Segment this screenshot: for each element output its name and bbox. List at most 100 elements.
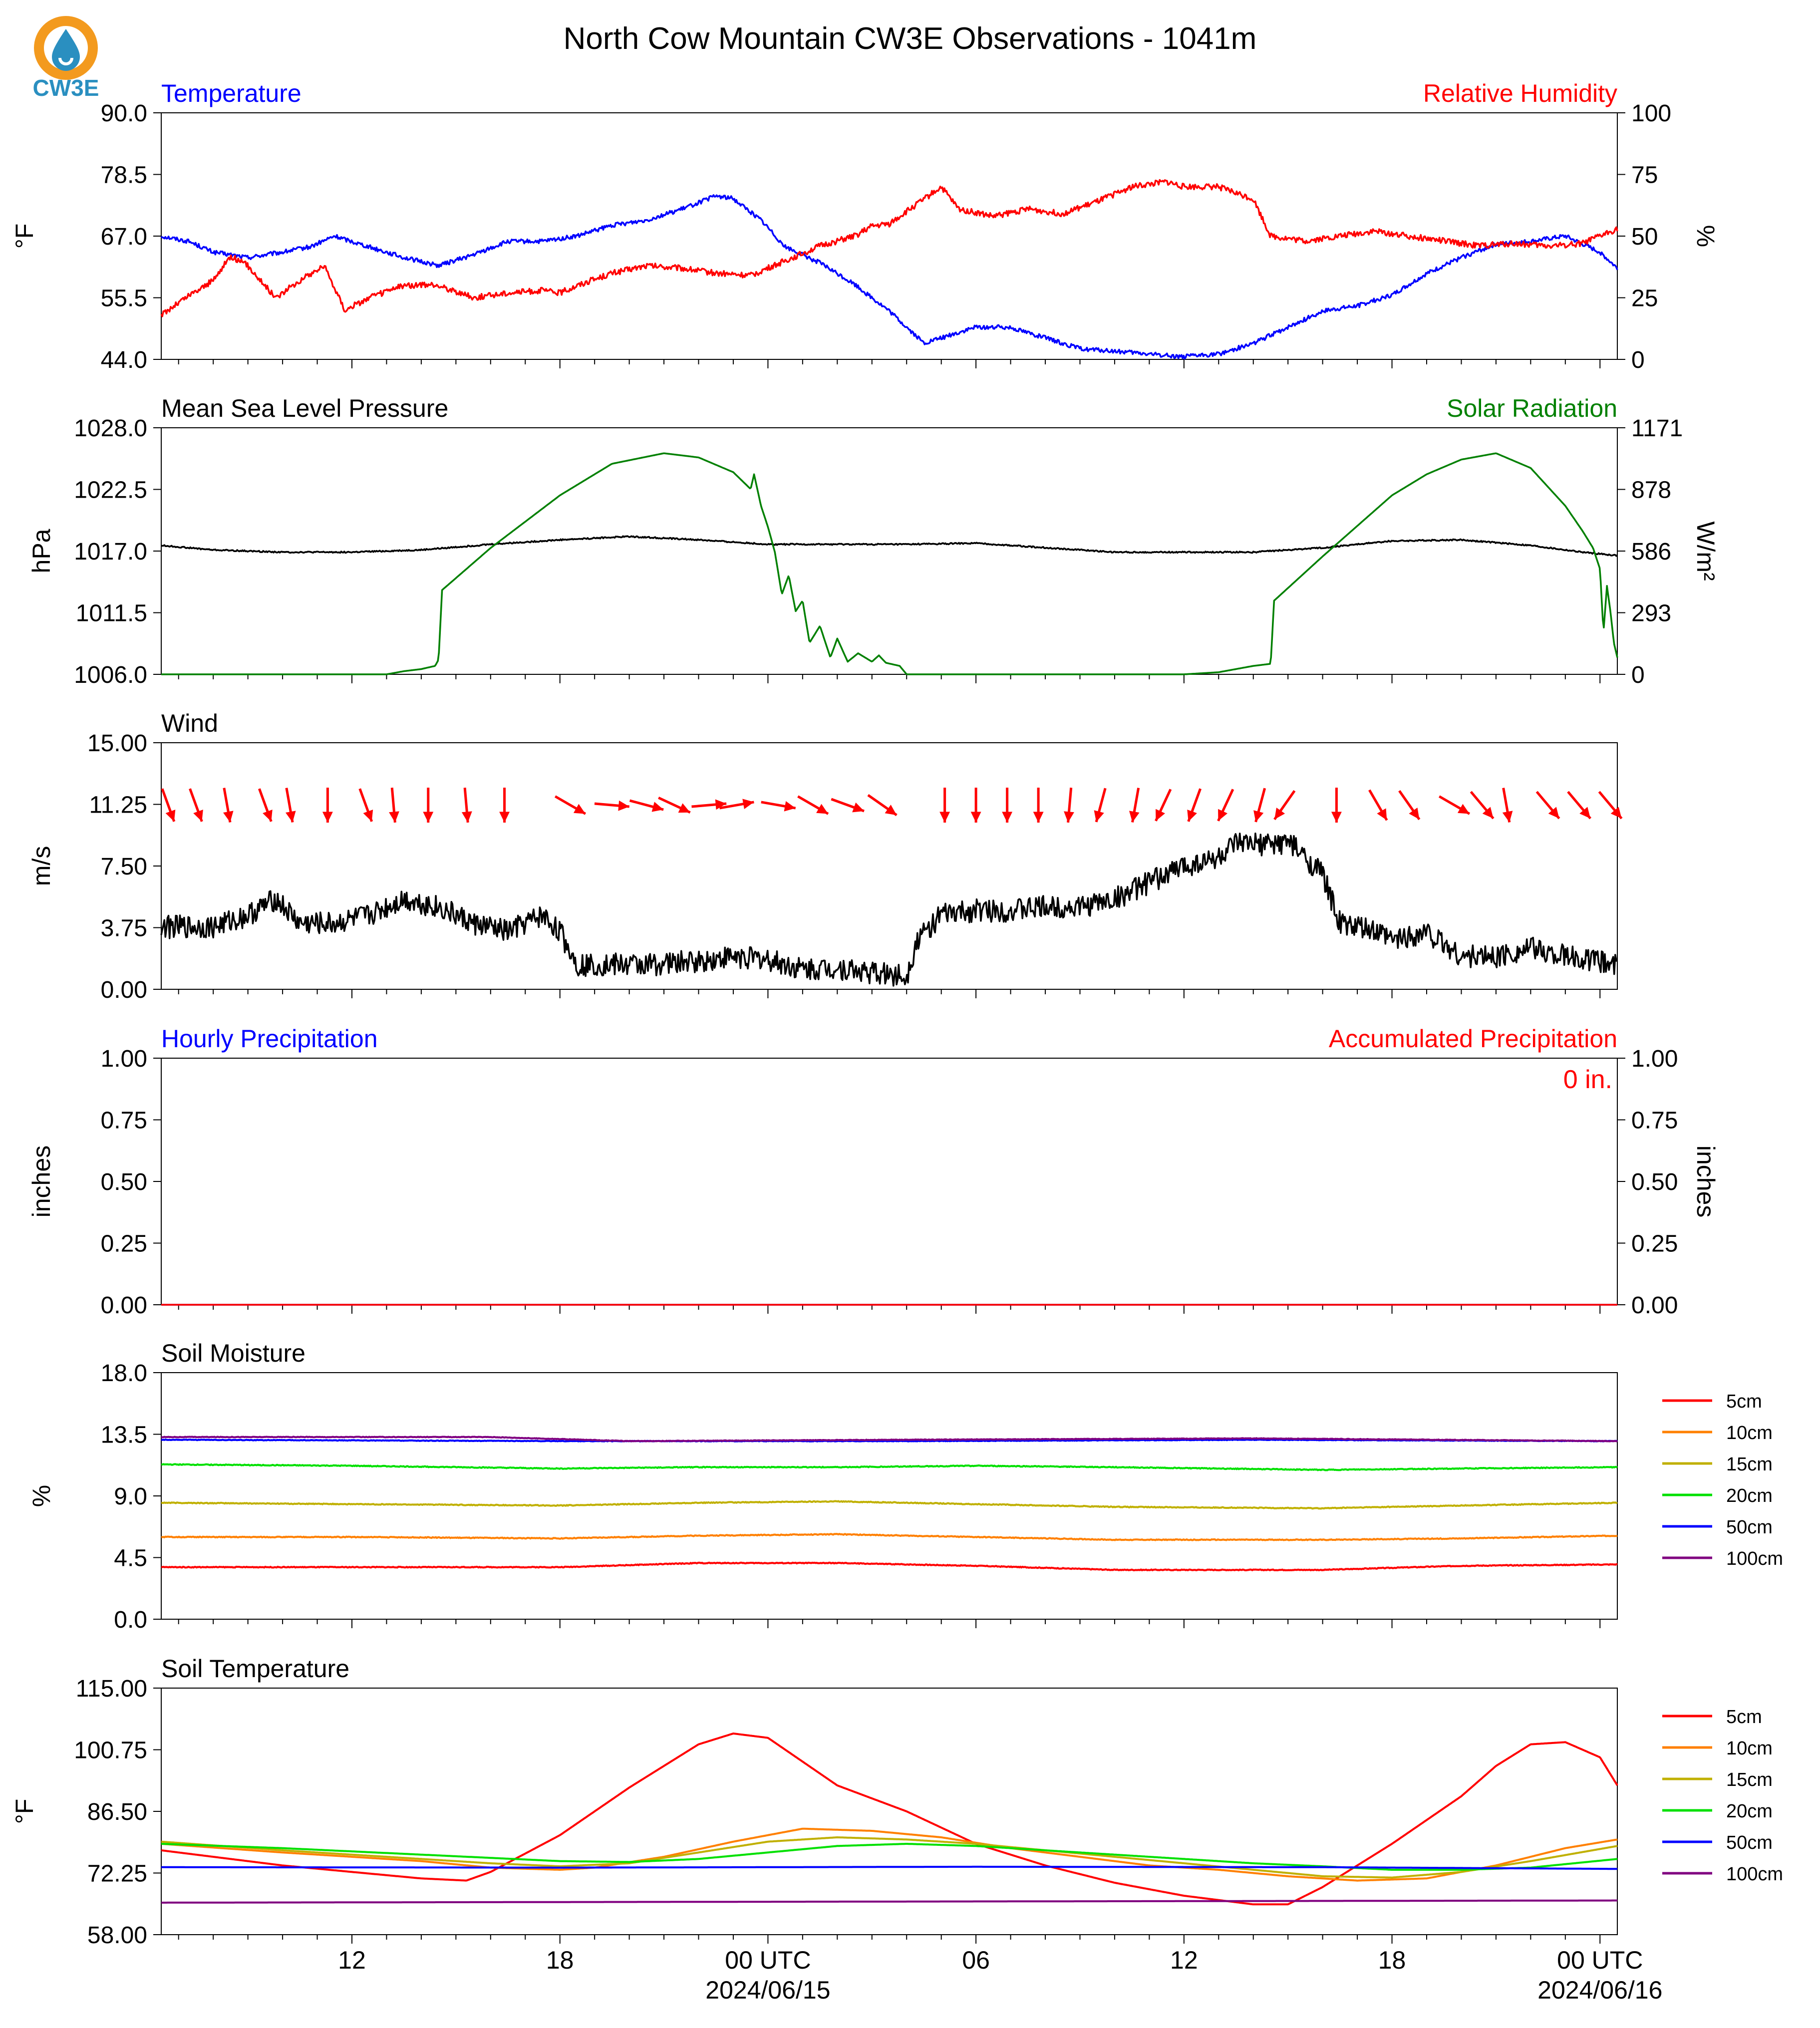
wind-arrow-head <box>1187 810 1197 822</box>
y-axis-label: °F <box>10 224 38 249</box>
legend-label: 5cm <box>1726 1707 1762 1728</box>
legend-label: 20cm <box>1726 1485 1773 1506</box>
wind-arrow <box>658 796 691 814</box>
wind-arrow-head <box>651 802 664 812</box>
y-tick-label: 44.0 <box>101 347 147 373</box>
y2-tick-label: 25 <box>1631 286 1658 312</box>
wind-arrow <box>594 800 629 811</box>
y2-tick-label: 586 <box>1631 539 1671 565</box>
y2-axis-label: inches <box>1692 1146 1720 1218</box>
wind-arrow-head <box>363 810 373 822</box>
wind-arrow <box>358 788 373 822</box>
series-line-100cm <box>161 1436 1618 1443</box>
y2-tick-label: 1.00 <box>1631 1046 1678 1072</box>
y2-tick-label: 878 <box>1631 477 1671 504</box>
legend-label: 100cm <box>1726 1864 1783 1885</box>
wind-arrow-head <box>715 799 727 810</box>
legend-label: 10cm <box>1726 1423 1773 1444</box>
wind-arrow-head <box>1502 811 1513 823</box>
x-tick-label: 12 <box>1170 1946 1198 1974</box>
series-line-0 <box>161 535 1618 557</box>
y-tick-label: 18.0 <box>101 1360 147 1387</box>
wind-arrow-head <box>573 804 586 814</box>
wind-arrow <box>797 795 829 815</box>
wind-arrow-head <box>1548 807 1559 819</box>
series-line-50cm <box>161 1865 1617 1870</box>
y-tick-label: 0.0 <box>114 1607 147 1633</box>
x-date-label: 2024/06/16 <box>1537 1976 1662 2004</box>
wind-arrow-head <box>193 810 203 822</box>
wind-arrow <box>1398 790 1421 821</box>
x-tick-label: 12 <box>338 1946 366 1974</box>
wind-arrow <box>1129 788 1140 823</box>
x-tick-label: 00 UTC <box>725 1946 811 1974</box>
wind-arrow-head <box>885 805 897 816</box>
wind-arrow <box>1064 787 1074 823</box>
y-tick-label: 58.00 <box>87 1922 147 1949</box>
wind-arrow-head <box>1002 812 1013 823</box>
y2-tick-label: 0.50 <box>1631 1169 1678 1195</box>
wind-arrow-head <box>1579 807 1591 819</box>
y-tick-label: 115.00 <box>76 1676 147 1702</box>
panel-wind: Wind 0.00 3.75 7.50 11.25 15.00 m/s <box>27 709 1623 1003</box>
y2-tick-label: 50 <box>1631 224 1658 250</box>
y2-axis-label: % <box>1692 225 1720 247</box>
logo-wave-icon <box>58 57 73 65</box>
wind-arrow-head <box>165 810 176 822</box>
y-axis-label: hPa <box>27 529 55 573</box>
legend-label: 15cm <box>1726 1454 1773 1475</box>
panel-title-left: Temperature <box>161 79 302 107</box>
wind-arrow-head <box>742 799 754 809</box>
y-tick-label: 11.25 <box>89 792 147 819</box>
wind-arrow <box>1502 788 1513 823</box>
y-tick-label: 0.00 <box>101 1292 147 1319</box>
y2-tick-label: 1171 <box>1631 415 1683 442</box>
cw3e-logo: CW3E <box>33 16 99 101</box>
y-tick-label: 15.00 <box>87 730 147 757</box>
series-line-100cm <box>161 1899 1617 1904</box>
wind-arrow-head <box>1457 804 1470 814</box>
panel-soil_moisture: Soil Moisture 0.0 4.5 9.0 13.5 18.0% 5cm 10cm 15… <box>27 1339 1783 1633</box>
wind-arrow <box>1439 795 1471 815</box>
panel-title-right: Relative Humidity <box>1423 79 1617 107</box>
panel-title-left: Soil Temperature <box>161 1655 349 1683</box>
wind-arrow <box>1598 791 1623 820</box>
wind-arrow <box>1002 788 1013 823</box>
wind-arrow <box>761 801 796 812</box>
wind-arrow-head <box>678 803 690 813</box>
panel-soil_temp: Soil Temperature 58.00 72.25 86.50 100.75 115… <box>10 1655 1783 2004</box>
panel-precip: Hourly Precipitation Accumulated Precipit… <box>27 1025 1720 1319</box>
wind-arrow <box>1253 788 1266 823</box>
wind-arrow <box>322 788 333 823</box>
wind-arrow <box>1368 789 1388 821</box>
x-date-label: 2024/06/15 <box>705 1976 830 2004</box>
wind-arrow <box>1217 789 1234 822</box>
wind-arrow-head <box>389 811 399 823</box>
legend-label: 10cm <box>1726 1738 1773 1759</box>
wind-arrow-head <box>1274 807 1285 820</box>
wind-arrow <box>970 788 981 823</box>
wind-arrow <box>554 795 587 815</box>
series-line-15cm <box>161 1836 1618 1879</box>
wind-arrow-head <box>970 812 981 823</box>
wind-arrow-head <box>1094 810 1104 822</box>
y2-tick-label: 0.75 <box>1631 1108 1678 1134</box>
wind-arrow-head <box>263 810 273 822</box>
wind-arrow <box>1033 788 1044 823</box>
wind-arrow <box>1273 790 1296 821</box>
legend-label: 50cm <box>1726 1832 1773 1853</box>
y-axis-label: % <box>27 1485 55 1507</box>
series-line-0 <box>160 833 1618 987</box>
panel-title-right: Accumulated Precipitation <box>1329 1025 1617 1053</box>
wind-arrow-head <box>1377 808 1387 821</box>
wind-arrow <box>285 788 296 823</box>
panel-title-right: Solar Radiation <box>1447 394 1617 422</box>
legend: 5cm 10cm 15cm 20cm 50cm 100cm <box>1662 1707 1783 1885</box>
precip-annotation: 0 in. <box>1563 1065 1612 1094</box>
wind-arrow <box>423 788 434 823</box>
wind-arrow-head <box>499 812 510 823</box>
wind-arrow <box>189 788 203 822</box>
series-line-1 <box>160 179 1618 317</box>
y-tick-label: 1028.0 <box>74 415 147 442</box>
